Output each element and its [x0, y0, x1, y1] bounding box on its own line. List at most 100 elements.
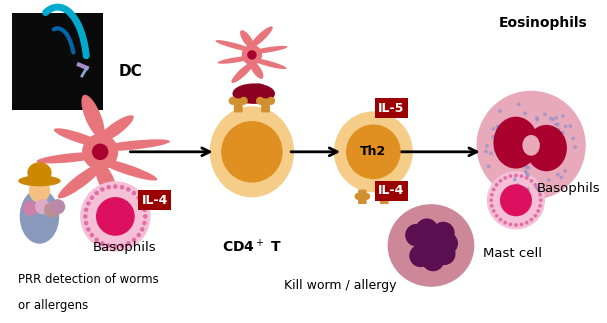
Ellipse shape [495, 214, 498, 218]
FancyBboxPatch shape [234, 99, 243, 112]
Ellipse shape [549, 117, 553, 120]
Ellipse shape [240, 30, 254, 49]
Ellipse shape [509, 128, 513, 132]
Ellipse shape [497, 143, 500, 147]
Ellipse shape [529, 179, 534, 183]
Ellipse shape [514, 173, 518, 177]
Ellipse shape [388, 204, 474, 287]
Ellipse shape [537, 209, 540, 213]
Ellipse shape [496, 126, 500, 130]
Text: Mast cell: Mast cell [483, 247, 541, 260]
Ellipse shape [534, 183, 537, 187]
Ellipse shape [545, 152, 549, 156]
Ellipse shape [564, 124, 568, 128]
Ellipse shape [538, 189, 542, 193]
Ellipse shape [547, 178, 551, 182]
Ellipse shape [81, 95, 104, 139]
Ellipse shape [513, 178, 517, 182]
Ellipse shape [27, 162, 52, 183]
Ellipse shape [560, 175, 563, 179]
Ellipse shape [50, 199, 66, 214]
Ellipse shape [487, 171, 545, 229]
Ellipse shape [249, 46, 287, 54]
Ellipse shape [526, 187, 530, 191]
Ellipse shape [495, 183, 498, 187]
Ellipse shape [556, 173, 560, 177]
Ellipse shape [520, 174, 523, 178]
Ellipse shape [487, 164, 490, 168]
FancyBboxPatch shape [358, 190, 367, 204]
Ellipse shape [415, 218, 438, 241]
Ellipse shape [523, 111, 527, 115]
Ellipse shape [520, 223, 523, 226]
Ellipse shape [534, 185, 538, 189]
Ellipse shape [100, 187, 104, 192]
Ellipse shape [95, 162, 116, 197]
Ellipse shape [492, 127, 495, 131]
Ellipse shape [44, 203, 59, 217]
Ellipse shape [250, 26, 273, 48]
Ellipse shape [514, 223, 518, 227]
Ellipse shape [432, 222, 455, 245]
Ellipse shape [495, 138, 498, 142]
Ellipse shape [563, 169, 567, 173]
Ellipse shape [18, 175, 61, 186]
Ellipse shape [523, 131, 526, 135]
Ellipse shape [80, 181, 151, 252]
Ellipse shape [84, 221, 89, 225]
Ellipse shape [551, 147, 554, 151]
Ellipse shape [573, 145, 577, 149]
Ellipse shape [476, 91, 586, 200]
Ellipse shape [517, 102, 521, 106]
Ellipse shape [529, 218, 534, 222]
Ellipse shape [106, 185, 111, 190]
Ellipse shape [97, 115, 134, 143]
Ellipse shape [492, 209, 495, 213]
Ellipse shape [143, 214, 148, 219]
Ellipse shape [385, 193, 392, 200]
Ellipse shape [492, 188, 495, 192]
Ellipse shape [94, 237, 99, 242]
Ellipse shape [527, 166, 531, 170]
Ellipse shape [496, 125, 500, 128]
Ellipse shape [363, 193, 370, 200]
Ellipse shape [249, 61, 263, 79]
Ellipse shape [256, 97, 264, 105]
Ellipse shape [100, 241, 104, 246]
Ellipse shape [524, 155, 528, 159]
Ellipse shape [535, 162, 539, 166]
Ellipse shape [510, 136, 514, 140]
Ellipse shape [500, 184, 532, 216]
Ellipse shape [524, 165, 528, 169]
Ellipse shape [512, 156, 517, 160]
Ellipse shape [221, 121, 283, 182]
Ellipse shape [561, 131, 565, 135]
Ellipse shape [132, 191, 137, 195]
Ellipse shape [509, 223, 512, 226]
Ellipse shape [549, 162, 552, 165]
Ellipse shape [546, 146, 549, 150]
Ellipse shape [525, 137, 529, 141]
Ellipse shape [523, 189, 527, 193]
Text: Th2: Th2 [360, 145, 387, 158]
Ellipse shape [247, 50, 257, 60]
Ellipse shape [484, 150, 488, 153]
Ellipse shape [551, 118, 555, 121]
Ellipse shape [491, 135, 495, 139]
Ellipse shape [510, 131, 514, 135]
Ellipse shape [346, 124, 401, 179]
Ellipse shape [29, 178, 50, 203]
Text: DC: DC [118, 64, 143, 78]
Ellipse shape [526, 125, 567, 171]
Ellipse shape [142, 207, 147, 212]
Ellipse shape [126, 187, 131, 192]
Ellipse shape [537, 188, 540, 192]
Ellipse shape [215, 40, 254, 52]
Ellipse shape [232, 83, 275, 104]
Ellipse shape [490, 204, 493, 208]
Ellipse shape [113, 184, 118, 189]
Ellipse shape [433, 242, 455, 265]
Ellipse shape [513, 141, 517, 145]
Ellipse shape [524, 170, 527, 173]
Ellipse shape [556, 123, 560, 126]
